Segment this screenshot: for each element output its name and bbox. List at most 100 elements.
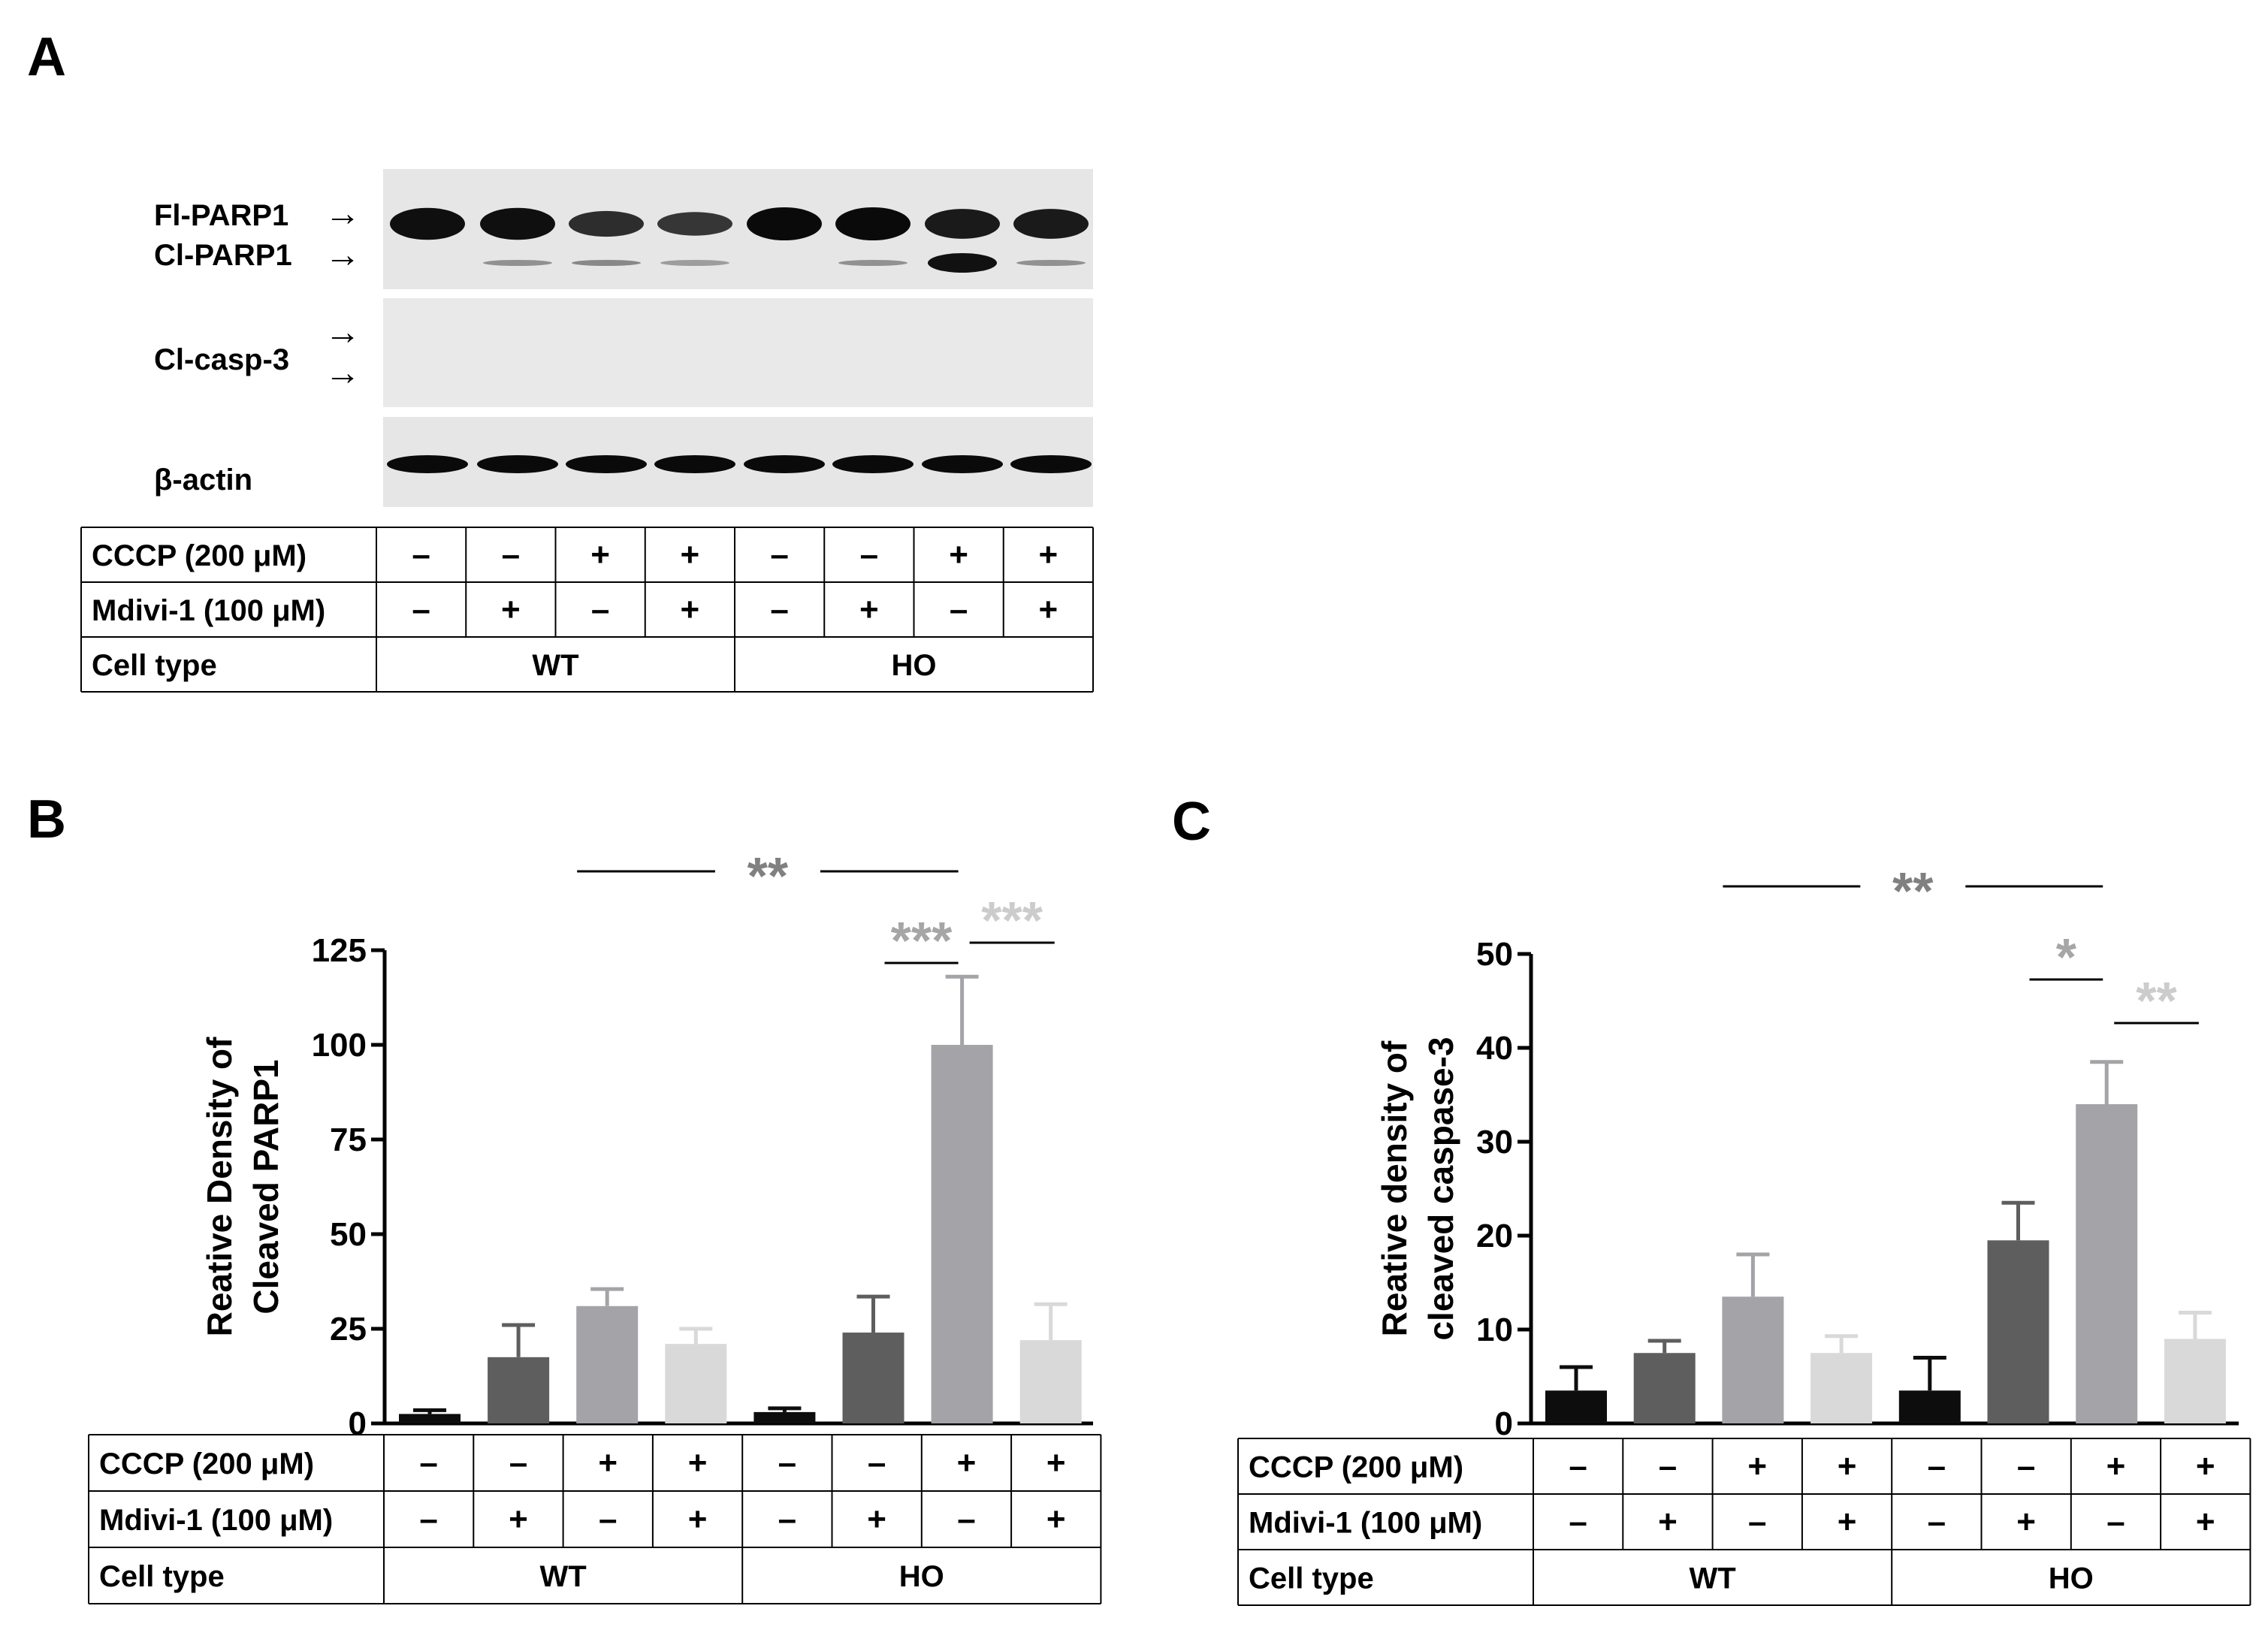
- y-tick-label: 25: [330, 1311, 367, 1348]
- significance-marker: **: [1892, 862, 1934, 920]
- mdivi-sign: +: [2196, 1503, 2215, 1540]
- mdivi-sign: –: [957, 1501, 975, 1538]
- cccp-sign: +: [590, 536, 610, 573]
- blot-bands: [387, 207, 1092, 473]
- mdivi-sign: +: [688, 1501, 708, 1538]
- condition-table-a: CCCP (200 μM) Mdivi-1 (100 μM) Cell type – –…: [80, 527, 1094, 693]
- actin-band: [654, 455, 735, 473]
- bar: [2076, 1104, 2138, 1423]
- bar: [1545, 1390, 1607, 1423]
- fl-parp1-band: [1013, 209, 1089, 239]
- cccp-sign: +: [688, 1444, 708, 1481]
- mdivi-sign: +: [1039, 591, 1059, 628]
- y-tick-label: 40: [1476, 1030, 1513, 1067]
- row-label-cccp: CCCP (200 μM): [99, 1447, 314, 1481]
- mdivi-sign: +: [2016, 1503, 2036, 1540]
- cccp-sign: +: [681, 536, 700, 573]
- y-tick-label: 20: [1476, 1218, 1513, 1254]
- significance-marker: *: [2056, 928, 2077, 986]
- fl-parp1-band: [657, 212, 732, 236]
- fl-parp1-band: [480, 207, 555, 240]
- row-label-mdivi: Mdivi-1 (100 μM): [92, 594, 325, 627]
- mdivi-sign: –: [2106, 1503, 2125, 1540]
- bar: [576, 1305, 639, 1423]
- fl-parp1-band: [569, 210, 644, 237]
- y-tick-label: 30: [1476, 1124, 1513, 1161]
- mdivi-sign: –: [778, 1501, 796, 1538]
- y-tick-label: 50: [1476, 936, 1513, 973]
- y-tick-label: 100: [312, 1027, 367, 1064]
- y-axis-label-line1: Reative Density of: [200, 1037, 239, 1336]
- y-tick-label: 0: [1495, 1405, 1513, 1442]
- actin-band: [922, 455, 1003, 473]
- bar: [931, 1045, 993, 1423]
- fl-parp1-band: [747, 207, 822, 240]
- cccp-sign: –: [770, 536, 788, 573]
- cell-type-ho: HO: [892, 649, 937, 682]
- cccp-sign: –: [1928, 1447, 1946, 1484]
- cell-type-ho: HO: [2049, 1562, 2094, 1595]
- cccp-sign: +: [949, 536, 968, 573]
- arrow-icon: →: [325, 312, 361, 352]
- arrow-icon: →: [325, 194, 361, 234]
- cccp-sign: +: [1747, 1447, 1767, 1484]
- bar: [488, 1357, 550, 1423]
- actin-band: [1010, 455, 1092, 473]
- bar: [1987, 1240, 2049, 1423]
- cl-parp1-band: [572, 260, 641, 266]
- label-beta-actin: β-actin: [154, 463, 252, 497]
- bar: [842, 1333, 904, 1423]
- cccp-sign: –: [1569, 1447, 1587, 1484]
- y-axis-label-line1: Reative density of: [1375, 1040, 1414, 1336]
- cccp-sign: +: [1039, 536, 1059, 573]
- y-tick-label: 125: [312, 932, 367, 969]
- mdivi-sign: +: [1046, 1501, 1066, 1538]
- y-tick-label: 10: [1476, 1312, 1513, 1348]
- label-cl-parp1: Cl-PARP1: [154, 239, 292, 272]
- mdivi-sign: –: [412, 591, 430, 628]
- significance-marker: **: [2136, 971, 2177, 1030]
- condition-table-b: CCCP (200 μM) Mdivi-1 (100 μM) Cell type – –…: [88, 1434, 1102, 1604]
- arrow-icon: →: [325, 235, 361, 275]
- cccp-sign: –: [2017, 1447, 2035, 1484]
- cccp-sign: –: [412, 536, 430, 573]
- mdivi-sign: +: [1838, 1503, 1857, 1540]
- y-axis-label-line2: Cleaved PARP1: [246, 1059, 285, 1314]
- row-label-cccp: CCCP (200 μM): [1249, 1450, 1463, 1484]
- label-cl-casp3: Cl-casp-3: [154, 343, 289, 376]
- cell-type-ho: HO: [899, 1560, 944, 1593]
- fl-parp1-band: [390, 207, 465, 240]
- cccp-sign: –: [1659, 1447, 1677, 1484]
- mdivi-sign: –: [1928, 1503, 1946, 1540]
- cell-type-wt: WT: [532, 649, 578, 682]
- row-label-cell-type: Cell type: [1249, 1562, 1374, 1595]
- panel-label-c: C: [1172, 792, 1211, 852]
- condition-table-c: CCCP (200 μM) Mdivi-1 (100 μM) Cell type – –…: [1237, 1438, 2251, 1606]
- mdivi-sign: –: [591, 591, 609, 628]
- panel-label-b: B: [27, 789, 66, 850]
- mdivi-sign: +: [859, 591, 879, 628]
- cccp-sign: +: [957, 1444, 977, 1481]
- row-label-mdivi: Mdivi-1 (100 μM): [1249, 1506, 1482, 1539]
- blot-strip-casp3: [383, 298, 1093, 407]
- bar: [665, 1344, 727, 1423]
- row-label-cell-type: Cell type: [92, 649, 217, 682]
- mdivi-sign: +: [509, 1501, 528, 1538]
- actin-band: [744, 455, 825, 473]
- fl-parp1-band: [835, 207, 911, 240]
- western-blot: Fl-PARP1 Cl-PARP1 Cl-casp-3 β-actin → → …: [154, 169, 1093, 507]
- cccp-sign: –: [509, 1444, 527, 1481]
- cccp-sign: +: [1838, 1447, 1857, 1484]
- chart-b: 0 25 50 75 100 125 Reative Density of Cleaved P…: [200, 847, 1093, 1442]
- cccp-sign: –: [778, 1444, 796, 1481]
- mdivi-sign: +: [501, 591, 521, 628]
- cl-parp1-band: [483, 260, 552, 266]
- actin-band: [477, 455, 558, 473]
- y-tick-label: 75: [330, 1121, 367, 1158]
- mdivi-sign: –: [770, 591, 788, 628]
- mdivi-sign: –: [599, 1501, 617, 1538]
- bar: [399, 1414, 461, 1423]
- bar: [1722, 1296, 1784, 1423]
- panel-label-a: A: [27, 27, 66, 87]
